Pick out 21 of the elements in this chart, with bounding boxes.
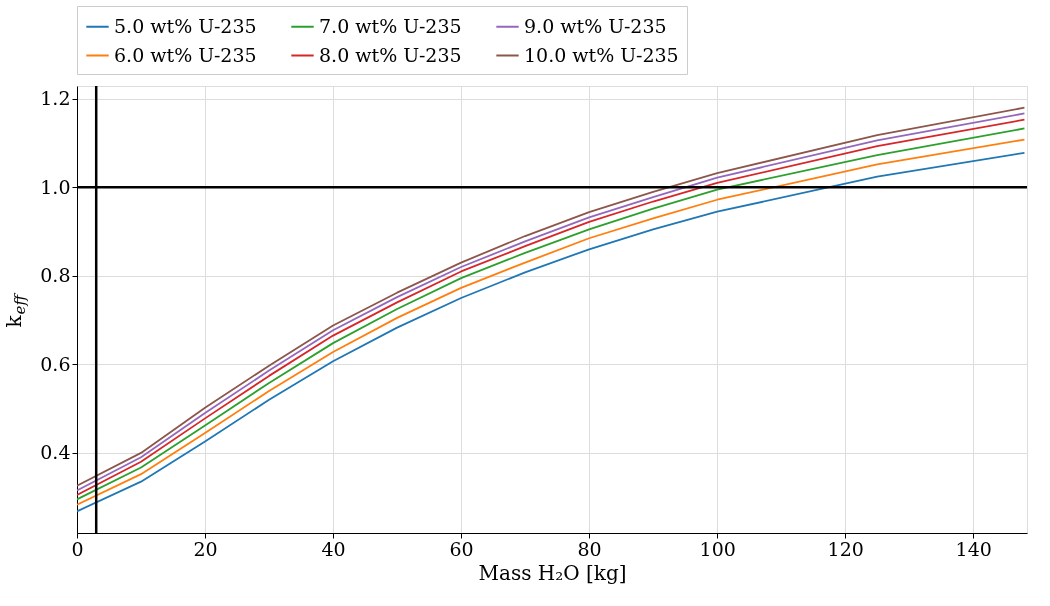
legend-label: 6.0 wt% U-235 (114, 43, 257, 66)
legend-label: 9.0 wt% U-235 (524, 14, 667, 37)
x-tick-label: 0 (71, 537, 84, 560)
y-tick-label: 0.8 (40, 264, 71, 287)
y-tick-label: 0.4 (40, 441, 71, 464)
x-axis-title: Mass H₂O [kg] (478, 560, 627, 585)
legend-label: 8.0 wt% U-235 (319, 43, 462, 66)
x-tick-label: 20 (193, 537, 218, 560)
legend-label: 5.0 wt% U-235 (114, 14, 257, 37)
x-tick-label: 140 (955, 537, 992, 560)
x-tick-label: 40 (321, 537, 346, 560)
x-tick-label: 80 (577, 537, 602, 560)
legend-label: 10.0 wt% U-235 (524, 43, 679, 66)
x-tick-label: 100 (699, 537, 736, 560)
y-tick-label: 0.6 (40, 352, 71, 375)
y-axis-title: keff (2, 292, 29, 328)
y-tick-label: 1.0 (40, 175, 71, 198)
x-tick-label: 60 (449, 537, 474, 560)
legend-label: 7.0 wt% U-235 (319, 14, 462, 37)
x-tick-label: 120 (827, 537, 864, 560)
y-tick-label: 1.2 (40, 87, 71, 110)
